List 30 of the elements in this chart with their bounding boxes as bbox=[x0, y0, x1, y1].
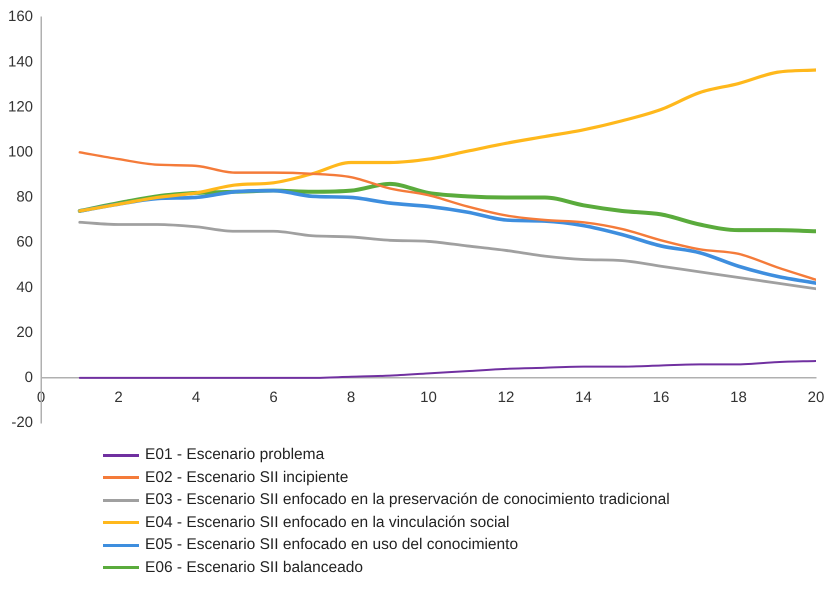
line-series bbox=[78, 220, 816, 290]
legend-label: E01 - Escenario problema bbox=[145, 446, 324, 464]
x-tick-label: 6 bbox=[269, 389, 278, 406]
x-tick-label: 14 bbox=[575, 389, 592, 406]
x-tick-label: 2 bbox=[114, 389, 123, 406]
x-tick-label: 18 bbox=[730, 389, 747, 406]
legend-label: E04 - Escenario SII enfocado en la vinculación social bbox=[145, 514, 510, 532]
y-tick-label: 140 bbox=[8, 53, 34, 70]
y-tick-label: -20 bbox=[11, 414, 34, 432]
x-tick-label: 16 bbox=[652, 389, 670, 406]
x-tick-label: 20 bbox=[808, 389, 824, 406]
legend-label: E05 - Escenario SII enfocado en uso del conocimiento bbox=[145, 536, 518, 554]
legend-label: E06 - Escenario SII balanceado bbox=[145, 558, 363, 577]
x-tick-label: 12 bbox=[498, 389, 514, 406]
y-tick-label: 100 bbox=[8, 143, 34, 160]
y-tick-label: 160 bbox=[8, 8, 34, 26]
y-tick-label: 40 bbox=[16, 278, 34, 296]
line-series bbox=[78, 360, 816, 379]
legend-label: E02 - Escenario SII incipiente bbox=[145, 468, 348, 487]
y-tick-label: 60 bbox=[16, 234, 34, 251]
y-tick-label: 80 bbox=[16, 188, 34, 206]
line-series bbox=[78, 151, 816, 281]
y-tick-label: 20 bbox=[16, 324, 34, 341]
y-tick-label: 0 bbox=[24, 369, 34, 386]
legend-label: E03 - Escenario SII enfocado en la preservación de conocimiento tradicional bbox=[145, 491, 670, 510]
x-tick-label: 4 bbox=[192, 389, 200, 406]
x-tick-label: 10 bbox=[420, 389, 437, 406]
y-tick-label: 120 bbox=[8, 98, 34, 116]
x-tick-label: 8 bbox=[346, 389, 356, 406]
line-series bbox=[78, 68, 816, 213]
